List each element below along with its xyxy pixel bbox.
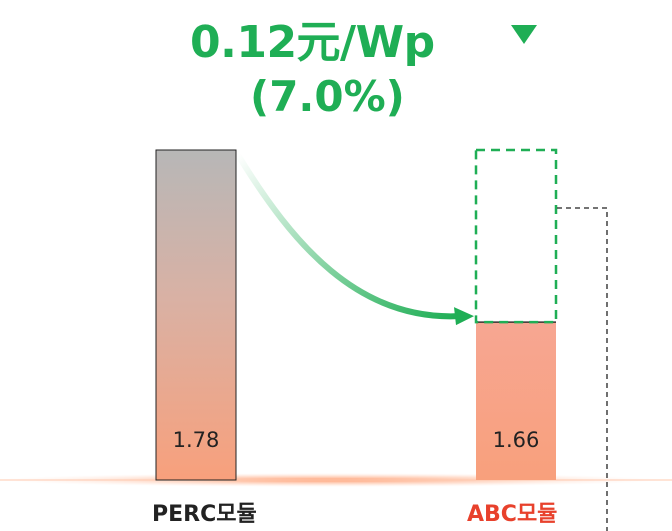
bar-perc (155, 149, 237, 481)
triangle-down-icon (511, 25, 537, 44)
bar-abc (476, 322, 556, 480)
category-label-abc: ABC모듈 (467, 502, 558, 527)
category-label-perc: PERC모듈 (152, 502, 257, 527)
reduction-box (474, 148, 558, 324)
value-label-perc: 1.78 (173, 428, 220, 452)
headline-percent: (7.0%) (250, 72, 405, 121)
value-label-abc: 1.66 (493, 428, 540, 452)
reduction-arrow (235, 152, 461, 320)
arrow-head-icon (454, 307, 474, 326)
bracket-connector (557, 207, 608, 531)
headline-amount: 0.12元/Wp (190, 17, 435, 68)
